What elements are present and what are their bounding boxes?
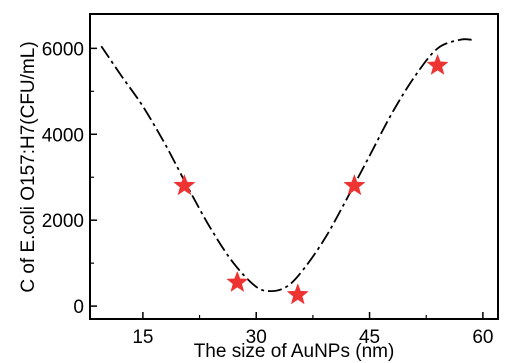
axis-tick-labels: 15 30 45 60 0 2000 4000 6000 xyxy=(42,39,494,348)
trend-curve xyxy=(100,38,472,293)
x-axis-label: The size of AuNPs (nm) xyxy=(194,341,395,362)
x-tick-label: 45 xyxy=(359,327,380,348)
data-point-star xyxy=(343,174,366,196)
axis-ticks xyxy=(90,47,484,319)
data-point-star xyxy=(173,174,196,196)
x-tick-label: 15 xyxy=(132,327,153,348)
y-tick-label: 2000 xyxy=(42,211,84,232)
y-axis-label: C of E.coli O157:H7(CFU/mL) xyxy=(18,41,39,292)
y-tick-label: 6000 xyxy=(42,39,84,60)
x-tick-label: 30 xyxy=(246,327,267,348)
data-markers xyxy=(173,53,449,305)
x-tick-label: 60 xyxy=(472,327,493,348)
data-point-star xyxy=(226,270,249,292)
data-point-star xyxy=(286,283,309,305)
y-tick-label: 4000 xyxy=(42,125,84,146)
data-point-star xyxy=(426,53,449,75)
plot-frame xyxy=(89,13,499,320)
y-tick-label: 0 xyxy=(73,297,84,318)
